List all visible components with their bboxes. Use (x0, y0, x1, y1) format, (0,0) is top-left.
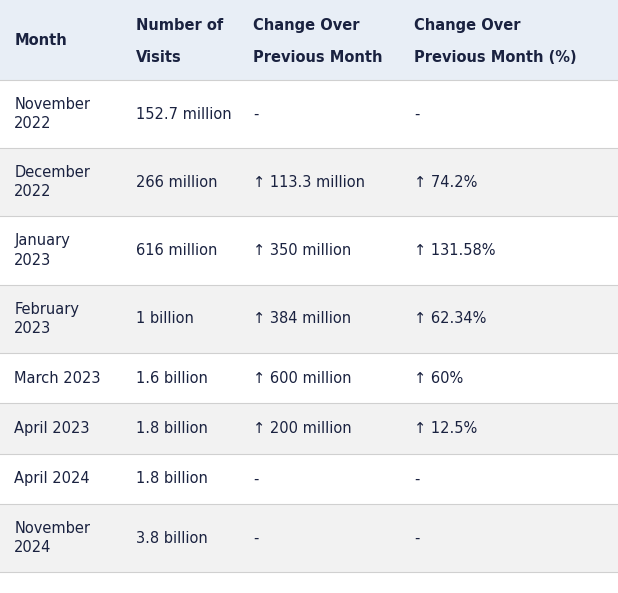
Text: Previous Month: Previous Month (253, 50, 383, 65)
Text: 266 million: 266 million (136, 175, 218, 190)
Text: December
2022: December 2022 (14, 165, 90, 199)
Text: January
2023: January 2023 (14, 234, 70, 267)
Text: 3.8 billion: 3.8 billion (136, 531, 208, 546)
Text: -: - (414, 531, 420, 546)
Text: ↑ 350 million: ↑ 350 million (253, 243, 352, 258)
Text: 1.8 billion: 1.8 billion (136, 421, 208, 436)
Bar (0, 454, 618, 504)
Text: Month: Month (14, 33, 67, 47)
Text: ↑ 113.3 million: ↑ 113.3 million (253, 175, 365, 190)
Text: -: - (253, 531, 259, 546)
Text: 1 billion: 1 billion (136, 311, 194, 326)
Text: 152.7 million: 152.7 million (136, 107, 232, 122)
Text: Number of: Number of (136, 18, 223, 33)
Bar (0, 504, 618, 572)
Text: ↑ 600 million: ↑ 600 million (253, 371, 352, 385)
Text: ↑ 131.58%: ↑ 131.58% (414, 243, 496, 258)
Text: ↑ 62.34%: ↑ 62.34% (414, 311, 486, 326)
Text: 616 million: 616 million (136, 243, 218, 258)
Text: Visits: Visits (136, 50, 182, 65)
Text: ↑ 74.2%: ↑ 74.2% (414, 175, 478, 190)
Bar (0, 353, 618, 403)
Bar (0, 403, 618, 454)
Text: ↑ 200 million: ↑ 200 million (253, 421, 352, 436)
Text: ↑ 60%: ↑ 60% (414, 371, 464, 385)
Text: Change Over: Change Over (414, 18, 520, 33)
Bar (0, 0, 618, 80)
Text: 1.6 billion: 1.6 billion (136, 371, 208, 385)
Text: November
2024: November 2024 (14, 521, 90, 555)
Text: February
2023: February 2023 (14, 302, 79, 336)
Text: 1.8 billion: 1.8 billion (136, 471, 208, 486)
Text: April 2024: April 2024 (14, 471, 90, 486)
Text: -: - (253, 471, 259, 486)
Text: November
2022: November 2022 (14, 97, 90, 131)
Text: -: - (253, 107, 259, 122)
Bar (0, 80, 618, 148)
Bar (0, 285, 618, 353)
Bar (0, 148, 618, 216)
Text: ↑ 384 million: ↑ 384 million (253, 311, 352, 326)
Text: ↑ 12.5%: ↑ 12.5% (414, 421, 477, 436)
Text: April 2023: April 2023 (14, 421, 90, 436)
Text: -: - (414, 471, 420, 486)
Text: March 2023: March 2023 (14, 371, 101, 385)
Text: Previous Month (%): Previous Month (%) (414, 50, 577, 65)
Text: -: - (414, 107, 420, 122)
Bar (0, 216, 618, 285)
Text: Change Over: Change Over (253, 18, 360, 33)
